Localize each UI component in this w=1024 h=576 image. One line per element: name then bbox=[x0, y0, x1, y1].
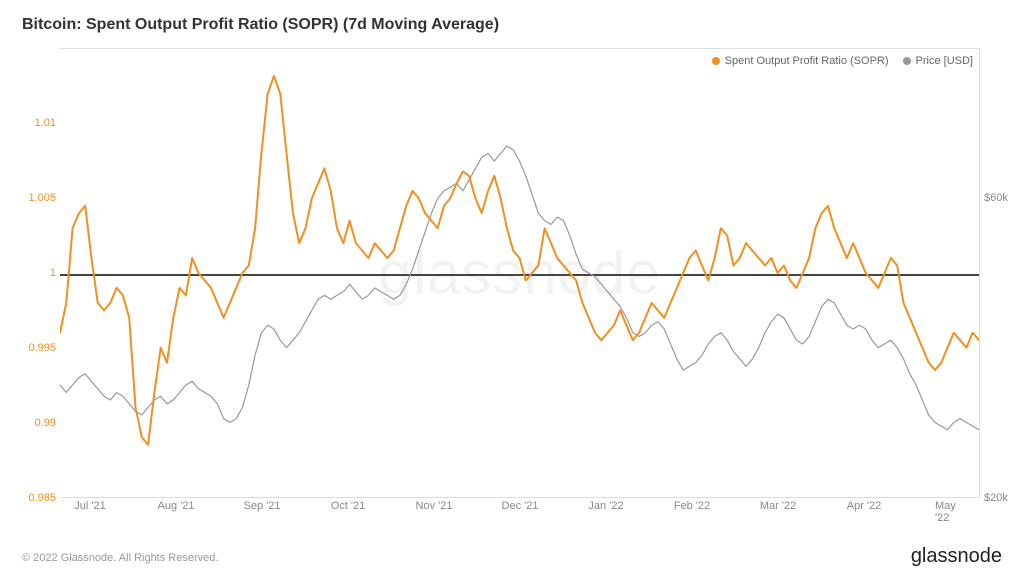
y-right-tick: $60k bbox=[984, 192, 1008, 204]
y-left-tick: 1.005 bbox=[28, 192, 56, 204]
y-left-axis: 0.9850.990.99511.0051.01 bbox=[20, 48, 56, 498]
x-tick: Dec '21 bbox=[502, 500, 539, 512]
chart-lines bbox=[60, 49, 979, 497]
x-tick: Aug '21 bbox=[158, 500, 195, 512]
y-left-tick: 0.99 bbox=[35, 417, 56, 429]
x-tick: Feb '22 bbox=[674, 500, 710, 512]
x-tick: Jan '22 bbox=[588, 500, 623, 512]
x-tick: Sep '21 bbox=[244, 500, 281, 512]
chart-title: Bitcoin: Spent Output Profit Ratio (SOPR… bbox=[22, 16, 499, 34]
x-axis: Jul '21 Aug '21 Sep '21 Oct '21 Nov '21 Dec '… bbox=[60, 500, 980, 520]
x-tick: Jul '21 bbox=[74, 500, 105, 512]
x-tick: Oct '21 bbox=[331, 500, 366, 512]
y-right-tick: $20k bbox=[984, 492, 1008, 504]
y-left-tick: 1.01 bbox=[35, 117, 56, 129]
y-right-axis: $20k$60k bbox=[984, 48, 1020, 498]
x-tick: Mar '22 bbox=[760, 500, 796, 512]
x-tick: Nov '21 bbox=[416, 500, 453, 512]
y-left-tick: 0.995 bbox=[28, 342, 56, 354]
brand-logo: glassnode bbox=[911, 545, 1002, 568]
y-left-tick: 1 bbox=[50, 267, 56, 279]
x-tick: Apr '22 bbox=[847, 500, 882, 512]
y-left-tick: 0.985 bbox=[28, 492, 56, 504]
chart-area: Spent Output Profit Ratio (SOPR) Price [… bbox=[60, 48, 980, 498]
copyright: © 2022 Glassnode. All Rights Reserved. bbox=[22, 552, 218, 564]
x-tick: May '22 bbox=[935, 500, 965, 524]
